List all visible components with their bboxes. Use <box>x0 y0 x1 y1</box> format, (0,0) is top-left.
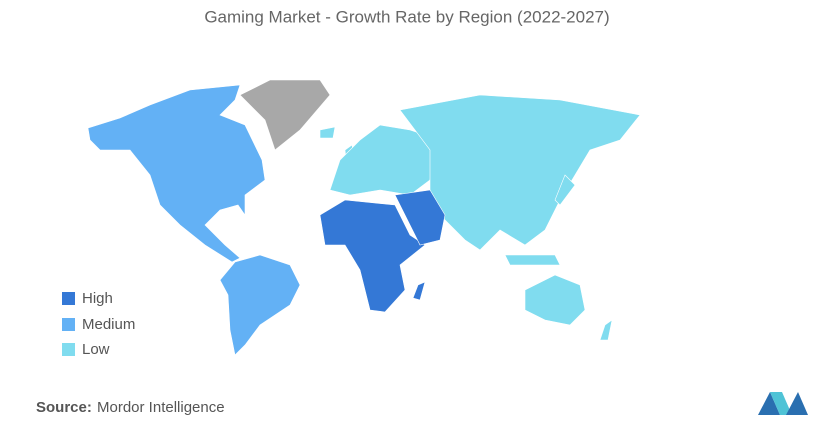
legend-label: High <box>82 290 113 307</box>
new-zealand <box>599 319 613 341</box>
indonesia <box>504 254 561 266</box>
africa <box>319 199 426 313</box>
source-text: Mordor Intelligence <box>97 399 225 416</box>
source-label: Source: <box>36 399 92 416</box>
legend-label: Low <box>82 341 110 358</box>
south-america <box>219 254 301 356</box>
world-map <box>87 79 641 356</box>
australia <box>524 274 586 326</box>
iceland <box>319 126 336 139</box>
logo <box>758 392 808 415</box>
japan <box>554 174 576 206</box>
legend: High Medium Low <box>62 290 135 358</box>
legend-swatch <box>62 343 75 356</box>
legend-swatch <box>62 292 75 305</box>
madagascar <box>412 281 426 301</box>
legend-swatch <box>62 318 75 331</box>
greenland <box>239 79 331 151</box>
north-america <box>87 84 266 263</box>
legend-label: Medium <box>82 316 135 333</box>
title: Gaming Market - Growth Rate by Region (2… <box>204 7 609 26</box>
middle-east <box>394 189 446 246</box>
